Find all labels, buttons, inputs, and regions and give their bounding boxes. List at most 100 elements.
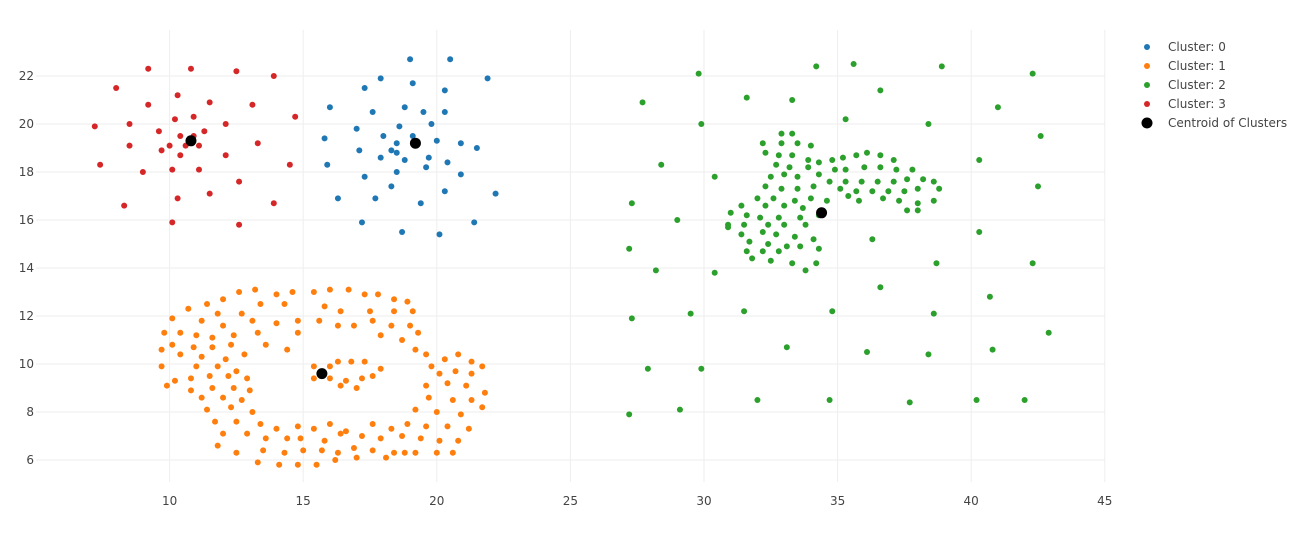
cluster-point — [762, 202, 769, 209]
legend-item[interactable]: Cluster: 1 — [1144, 59, 1226, 73]
cluster-point — [455, 351, 462, 358]
cluster-point — [746, 238, 753, 245]
x-tick-label: 35 — [830, 494, 845, 508]
cluster-point — [441, 87, 448, 94]
y-tick-label: 10 — [19, 357, 34, 371]
x-tick-label: 15 — [296, 494, 311, 508]
cluster-point — [324, 161, 331, 168]
legend-item[interactable]: Cluster: 3 — [1144, 97, 1226, 111]
cluster-point — [481, 389, 488, 396]
cluster-point — [193, 332, 200, 339]
legend-item[interactable]: Cluster: 2 — [1144, 78, 1226, 92]
legend-item[interactable]: Centroid of Clusters — [1141, 116, 1288, 130]
centroid-point — [316, 368, 328, 380]
cluster-point — [270, 73, 277, 79]
legend-item[interactable]: Cluster: 0 — [1144, 40, 1226, 54]
cluster-point — [973, 397, 980, 403]
cluster-point — [773, 161, 780, 168]
cluster-point — [428, 121, 435, 127]
cluster-point — [457, 140, 464, 147]
cluster-point — [904, 176, 911, 183]
cluster-point — [855, 197, 862, 204]
cluster-point — [711, 173, 718, 180]
cluster-point — [220, 322, 227, 329]
cluster-point — [198, 394, 205, 401]
cluster-point — [260, 447, 267, 454]
cluster-point — [161, 329, 168, 336]
legend-marker — [1141, 117, 1153, 129]
cluster-point — [361, 358, 368, 365]
cluster-point — [249, 409, 256, 415]
cluster-point — [169, 166, 176, 173]
cluster-point — [361, 291, 368, 298]
y-tick-label: 6 — [26, 453, 34, 467]
cluster-point — [767, 257, 774, 264]
cluster-point — [890, 178, 897, 185]
cluster-point — [401, 449, 408, 456]
cluster-point — [254, 329, 261, 336]
cluster-point — [479, 404, 486, 411]
cluster-point — [749, 255, 756, 262]
cluster-point — [989, 346, 996, 353]
cluster-point — [920, 176, 927, 183]
cluster-point — [294, 461, 301, 468]
x-tick-label: 40 — [964, 494, 979, 508]
cluster-point — [342, 377, 349, 384]
cluster-point — [933, 260, 940, 267]
cluster-point — [468, 397, 475, 403]
cluster-point — [901, 188, 908, 195]
cluster-point — [444, 423, 451, 430]
cluster-point — [877, 164, 884, 171]
cluster-point — [781, 171, 788, 178]
cluster-point — [209, 385, 216, 391]
cluster-point — [436, 370, 443, 377]
cluster-point — [257, 421, 264, 427]
cluster-point — [326, 375, 333, 382]
cluster-point — [823, 197, 830, 204]
cluster-point — [783, 243, 790, 250]
cluster-point — [441, 356, 448, 363]
cluster-point — [423, 351, 430, 358]
cluster-point — [393, 149, 400, 156]
cluster-point — [794, 185, 801, 192]
cluster-point — [845, 193, 852, 199]
legend[interactable]: Cluster: 0 Cluster: 1 Cluster: 2 Cluster: 3… — [1141, 40, 1288, 130]
cluster-point — [262, 435, 269, 442]
cluster-point — [831, 166, 838, 173]
cluster-point — [874, 178, 881, 185]
cluster-point — [193, 363, 200, 370]
cluster-point — [254, 140, 261, 147]
cluster-point — [805, 164, 812, 171]
cluster-point — [698, 365, 705, 372]
cluster-point — [433, 449, 440, 456]
cluster-point — [1029, 260, 1036, 267]
cluster-point — [447, 56, 454, 63]
cluster-point — [826, 178, 833, 185]
cluster-point — [789, 97, 796, 103]
cluster-point — [212, 418, 219, 425]
cluster-point — [417, 200, 424, 207]
cluster-point — [813, 260, 820, 267]
cluster-point — [815, 159, 822, 166]
cluster-point — [177, 133, 184, 139]
cluster-point — [628, 200, 635, 207]
cluster-point — [1021, 397, 1028, 403]
cluster-point — [353, 125, 360, 132]
cluster-point — [743, 212, 750, 219]
cluster-point — [171, 116, 178, 123]
cluster-point — [230, 385, 237, 391]
cluster-point — [356, 147, 363, 154]
cluster-point — [775, 152, 782, 159]
data-points — [91, 56, 1052, 468]
cluster-point — [396, 123, 403, 130]
cluster-point — [353, 385, 360, 391]
cluster-point — [781, 221, 788, 228]
cluster-point — [423, 423, 430, 430]
x-gridlines — [169, 30, 1106, 482]
cluster-point — [342, 428, 349, 435]
cluster-point — [195, 166, 202, 173]
cluster-point — [409, 80, 416, 87]
cluster-point — [676, 406, 683, 413]
legend-label: Cluster: 3 — [1168, 97, 1226, 111]
